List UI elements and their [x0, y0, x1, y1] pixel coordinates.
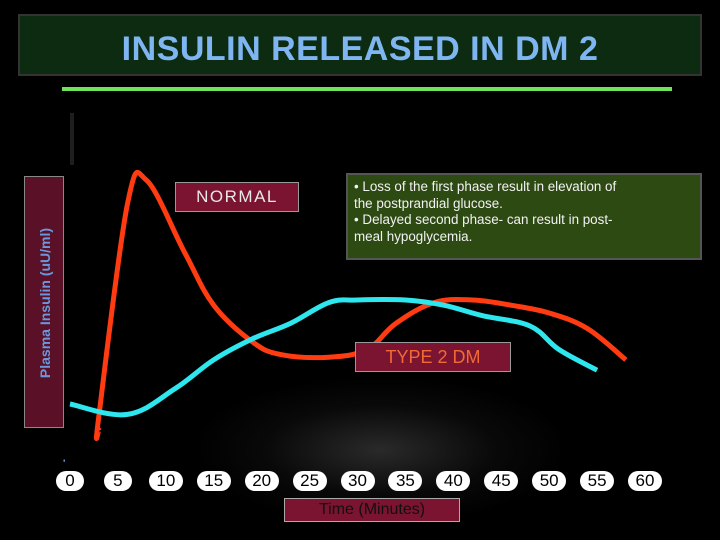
note-line-3: • Delayed second phase- can result in po… — [354, 212, 613, 227]
x-tick-label: 5 — [103, 471, 132, 491]
x-tick-label: 45 — [484, 471, 519, 491]
x-tick-label: 50 — [532, 471, 567, 491]
x-tick-label: 10 — [148, 471, 183, 491]
y-axis-label-box: Plasma Insulin (uU/ml) '''''''''''' — [24, 176, 70, 462]
decorative-bar — [70, 113, 74, 165]
x-tick-label: 55 — [580, 471, 615, 491]
note-line-1: • Loss of the first phase result in elev… — [354, 179, 617, 194]
type2-series-label: TYPE 2 DM — [355, 342, 511, 372]
x-tick-label: 40 — [436, 471, 471, 491]
x-tick-label: 20 — [244, 471, 279, 491]
x-tick-label: 60 — [628, 471, 662, 491]
x-tick-label: 35 — [388, 471, 423, 491]
title-banner: INSULIN RELEASED IN DM 2 — [18, 14, 702, 76]
series-line-normal — [93, 169, 628, 441]
x-tick-label: 0 — [56, 471, 84, 491]
note-line-4: meal hypoglycemia. — [354, 228, 473, 244]
note-line-2: the postprandial glucose. — [354, 195, 503, 211]
x-tick-label: 25 — [292, 471, 327, 491]
note-box: • Loss of the first phase result in elev… — [346, 173, 702, 260]
title-underline — [62, 87, 672, 91]
page-title: INSULIN RELEASED IN DM 2 — [121, 30, 599, 68]
x-axis-label: Time (Minutes) — [284, 498, 460, 522]
series-line-type2-dm — [69, 296, 599, 418]
x-tick-label: 30 — [340, 471, 375, 491]
x-tick-label: 15 — [196, 471, 231, 491]
normal-series-label: NORMAL — [175, 182, 299, 212]
